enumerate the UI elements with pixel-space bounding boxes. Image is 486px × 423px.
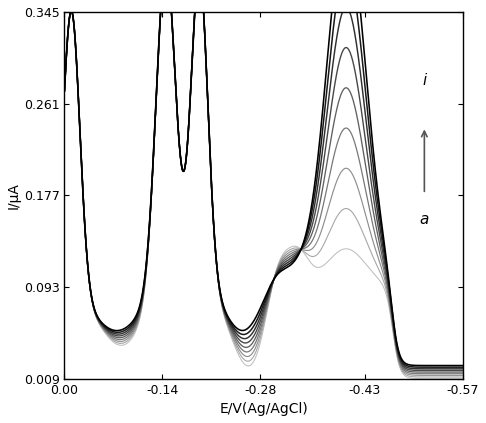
Text: i: i — [422, 73, 427, 88]
Text: a: a — [420, 212, 429, 227]
X-axis label: E/V(Ag/AgCl): E/V(Ag/AgCl) — [219, 402, 308, 416]
Y-axis label: I/μA: I/μA — [7, 182, 21, 209]
